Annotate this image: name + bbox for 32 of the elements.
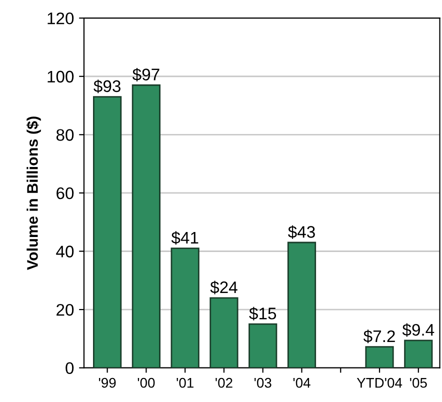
data-label: $41 (171, 231, 198, 245)
bar (93, 96, 122, 368)
x-tick-label: '01 (176, 378, 194, 388)
data-label: $15 (249, 306, 276, 320)
data-label: $7.2 (363, 330, 395, 344)
y-axis-title: Volume in Billions ($) (26, 116, 41, 270)
x-tick-label: '04 (293, 378, 310, 388)
x-tick-label: '00 (138, 378, 155, 388)
bar (170, 248, 200, 368)
bar (248, 323, 278, 368)
x-tick-label: YTD'04 (356, 378, 402, 388)
bar (365, 346, 394, 368)
data-label: $9.4 (402, 323, 434, 337)
y-tick-label: 100 (48, 70, 74, 83)
x-tick-label: '02 (216, 378, 232, 388)
y-tick-label: 80 (56, 129, 74, 141)
bar (132, 84, 161, 368)
y-tick-label: 20 (56, 304, 74, 316)
y-tick-label: 0 (66, 362, 74, 374)
bar (287, 242, 316, 368)
data-label: $43 (288, 225, 315, 239)
y-tick-label: 120 (48, 12, 74, 24)
x-tick-label: '03 (254, 378, 272, 388)
x-tick-label: '99 (98, 378, 116, 388)
bar (210, 297, 238, 368)
bar (404, 340, 433, 368)
data-label: $24 (210, 280, 238, 294)
data-label: $97 (132, 68, 160, 82)
y-tick-label: 60 (56, 187, 74, 200)
y-tick-label: 40 (56, 246, 74, 258)
data-label: $93 (94, 80, 120, 94)
x-tick-label: '05 (410, 378, 427, 388)
